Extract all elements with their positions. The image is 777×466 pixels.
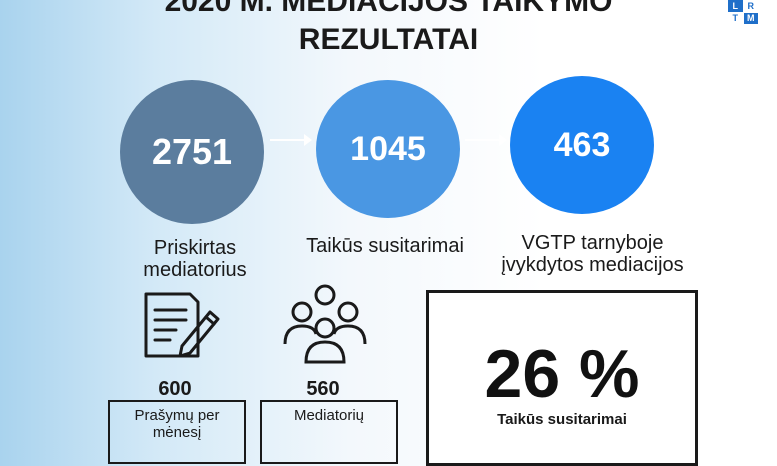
stat-value: 2751 [151, 131, 233, 172]
logo-letter: M [743, 12, 758, 24]
detail-label: Mediatorių [293, 407, 365, 424]
stat-circle-vgtp: 463 [510, 76, 654, 214]
people-group-icon [283, 284, 367, 364]
logo-letter: T [728, 12, 743, 24]
highlight-box: 26 % Taikūs susitarimai [426, 290, 698, 466]
stat-label-vgtp: VGTP tarnyboje įvykdytos mediacijos [501, 232, 684, 276]
stat-circle-agreements: 1045 [316, 80, 460, 218]
document-pencil-icon [144, 292, 220, 358]
logo-letter: R [743, 0, 758, 12]
arrow-right-icon [270, 134, 312, 146]
arrow-right-icon [465, 134, 507, 146]
detail-label: Prašymų per mėnesį [134, 407, 220, 441]
stat-label-agreements: Taikūs susitarimai [306, 235, 464, 257]
stat-value: 463 [553, 125, 611, 164]
highlight-percent: 26 % [484, 336, 640, 412]
page-title-line-2: REZULTATAI [298, 23, 479, 56]
detail-box-requests: Prašymų per mėnesį [108, 400, 246, 464]
stat-label-assigned: Priskirtas mediatorius [143, 237, 247, 281]
highlight-label: Taikūs susitarimai [497, 411, 627, 428]
stat-circle-assigned: 2751 [120, 80, 264, 224]
lrtm-logo: L R T M [728, 0, 758, 24]
logo-letter: L [728, 0, 743, 12]
detail-value-mediators: 560 [306, 378, 340, 400]
detail-box-mediators: Mediatorių [260, 400, 398, 464]
stat-value: 1045 [350, 129, 426, 168]
page-title-line-1: 2020 M. MEDIACIJOS TAIKYMO [164, 0, 613, 18]
detail-value-requests: 600 [158, 378, 192, 400]
